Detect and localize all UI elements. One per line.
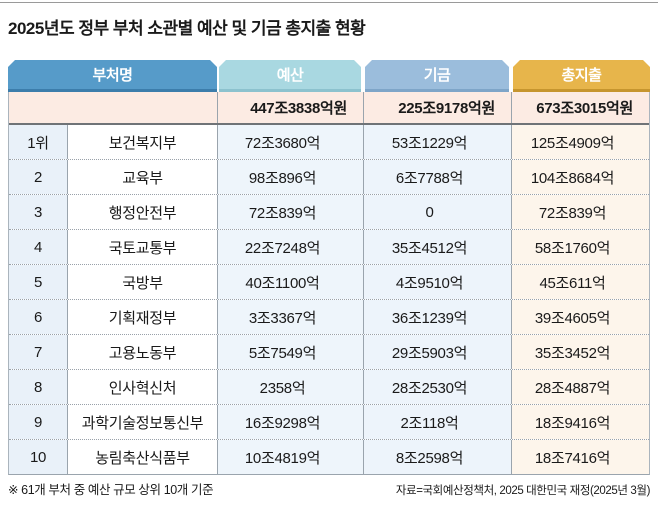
table-row: 4 국토교통부 22조7248억 35조4512억 58조1760억 [9, 229, 649, 264]
fund-cell: 28조2530억 [363, 370, 511, 404]
top-divider [0, 2, 658, 3]
rank-cell: 2 [9, 160, 67, 194]
budget-cell: 22조7248억 [217, 230, 363, 264]
budget-cell: 16조9298억 [217, 405, 363, 439]
total-cell: 58조1760억 [511, 230, 649, 264]
budget-cell: 2358억 [217, 370, 363, 404]
budget-cell: 5조7549억 [217, 335, 363, 369]
ministry-cell: 국방부 [67, 265, 217, 299]
rank-cell: 7 [9, 335, 67, 369]
fund-cell: 53조1229억 [363, 125, 511, 159]
total-cell: 18조7416억 [511, 440, 649, 474]
fund-cell: 4조9510억 [363, 265, 511, 299]
rank-cell: 5 [9, 265, 67, 299]
fund-cell: 6조7788억 [363, 160, 511, 194]
fund-cell: 36조1239억 [363, 300, 511, 334]
totals-spacer [9, 92, 217, 123]
table-row: 6 기획재정부 3조3367억 36조1239억 39조4605억 [9, 299, 649, 334]
footer: ※ 61개 부처 중 예산 규모 상위 10개 기준 자료=국회예산정책처, 2… [8, 479, 650, 498]
total-cell: 39조4605억 [511, 300, 649, 334]
budget-cell: 72조839억 [217, 195, 363, 229]
total-cell: 18조9416억 [511, 405, 649, 439]
rank-cell: 9 [9, 405, 67, 439]
totals-fund: 225조9178억원 [363, 92, 511, 123]
ministry-cell: 국토교통부 [67, 230, 217, 264]
budget-cell: 10조4819억 [217, 440, 363, 474]
totals-budget: 447조3838억원 [217, 92, 363, 123]
rank-cell: 10 [9, 440, 67, 474]
table-row: 1위 보건복지부 72조3680억 53조1229억 125조4909억 [9, 125, 649, 159]
total-cell: 45조611억 [511, 265, 649, 299]
fund-cell: 29조5903억 [363, 335, 511, 369]
table-header-row: 부처명 예산 기금 총지출 [8, 60, 650, 92]
ministry-cell: 행정안전부 [67, 195, 217, 229]
table-row: 7 고용노동부 5조7549억 29조5903억 35조3452억 [9, 334, 649, 369]
total-cell: 72조839억 [511, 195, 649, 229]
rank-cell: 8 [9, 370, 67, 404]
rank-cell: 1위 [9, 125, 67, 159]
fund-cell: 8조2598억 [363, 440, 511, 474]
budget-table: 부처명 예산 기금 총지출 447조3838억원 225조9178억원 673조… [8, 60, 650, 475]
rank-cell: 6 [9, 300, 67, 334]
table-row: 8 인사혁신처 2358억 28조2530억 28조4887억 [9, 369, 649, 404]
column-header-ministry: 부처명 [8, 60, 217, 92]
ministry-cell: 기획재정부 [67, 300, 217, 334]
ministry-cell: 인사혁신처 [67, 370, 217, 404]
total-cell: 125조4909억 [511, 125, 649, 159]
ministry-cell: 보건복지부 [67, 125, 217, 159]
source-credit: 자료=국회예산정책처, 2025 대한민국 재정(2025년 3월) [395, 485, 651, 497]
table-row: 9 과학기술정보통신부 16조9298억 2조118억 18조9416억 [9, 404, 649, 439]
column-header-fund: 기금 [365, 60, 509, 92]
table-body: 447조3838억원 225조9178억원 673조3015억원 1위 보건복지… [8, 92, 650, 475]
ministry-cell: 교육부 [67, 160, 217, 194]
total-cell: 35조3452억 [511, 335, 649, 369]
table-row: 3 행정안전부 72조839억 0 72조839억 [9, 194, 649, 229]
totals-total: 673조3015억원 [511, 92, 649, 123]
budget-cell: 72조3680억 [217, 125, 363, 159]
fund-cell: 35조4512억 [363, 230, 511, 264]
budget-cell: 98조896억 [217, 160, 363, 194]
footnote: ※ 61개 부처 중 예산 규모 상위 10개 기준 [8, 483, 214, 497]
total-cell: 104조8684억 [511, 160, 649, 194]
fund-cell: 2조118억 [363, 405, 511, 439]
ministry-cell: 고용노동부 [67, 335, 217, 369]
table-row: 10 농림축산식품부 10조4819억 8조2598억 18조7416억 [9, 439, 649, 474]
totals-row: 447조3838억원 225조9178억원 673조3015억원 [9, 92, 649, 125]
rank-cell: 4 [9, 230, 67, 264]
budget-cell: 3조3367억 [217, 300, 363, 334]
fund-cell: 0 [363, 195, 511, 229]
ministry-cell: 농림축산식품부 [67, 440, 217, 474]
column-header-total: 총지출 [513, 60, 650, 92]
budget-cell: 40조1100억 [217, 265, 363, 299]
rank-cell: 3 [9, 195, 67, 229]
column-header-budget: 예산 [219, 60, 361, 92]
page-title: 2025년도 정부 부처 소관별 예산 및 기금 총지출 현황 [8, 19, 366, 38]
total-cell: 28조4887억 [511, 370, 649, 404]
ministry-cell: 과학기술정보통신부 [67, 405, 217, 439]
table-row: 2 교육부 98조896억 6조7788억 104조8684억 [9, 159, 649, 194]
table-row: 5 국방부 40조1100억 4조9510억 45조611억 [9, 264, 649, 299]
